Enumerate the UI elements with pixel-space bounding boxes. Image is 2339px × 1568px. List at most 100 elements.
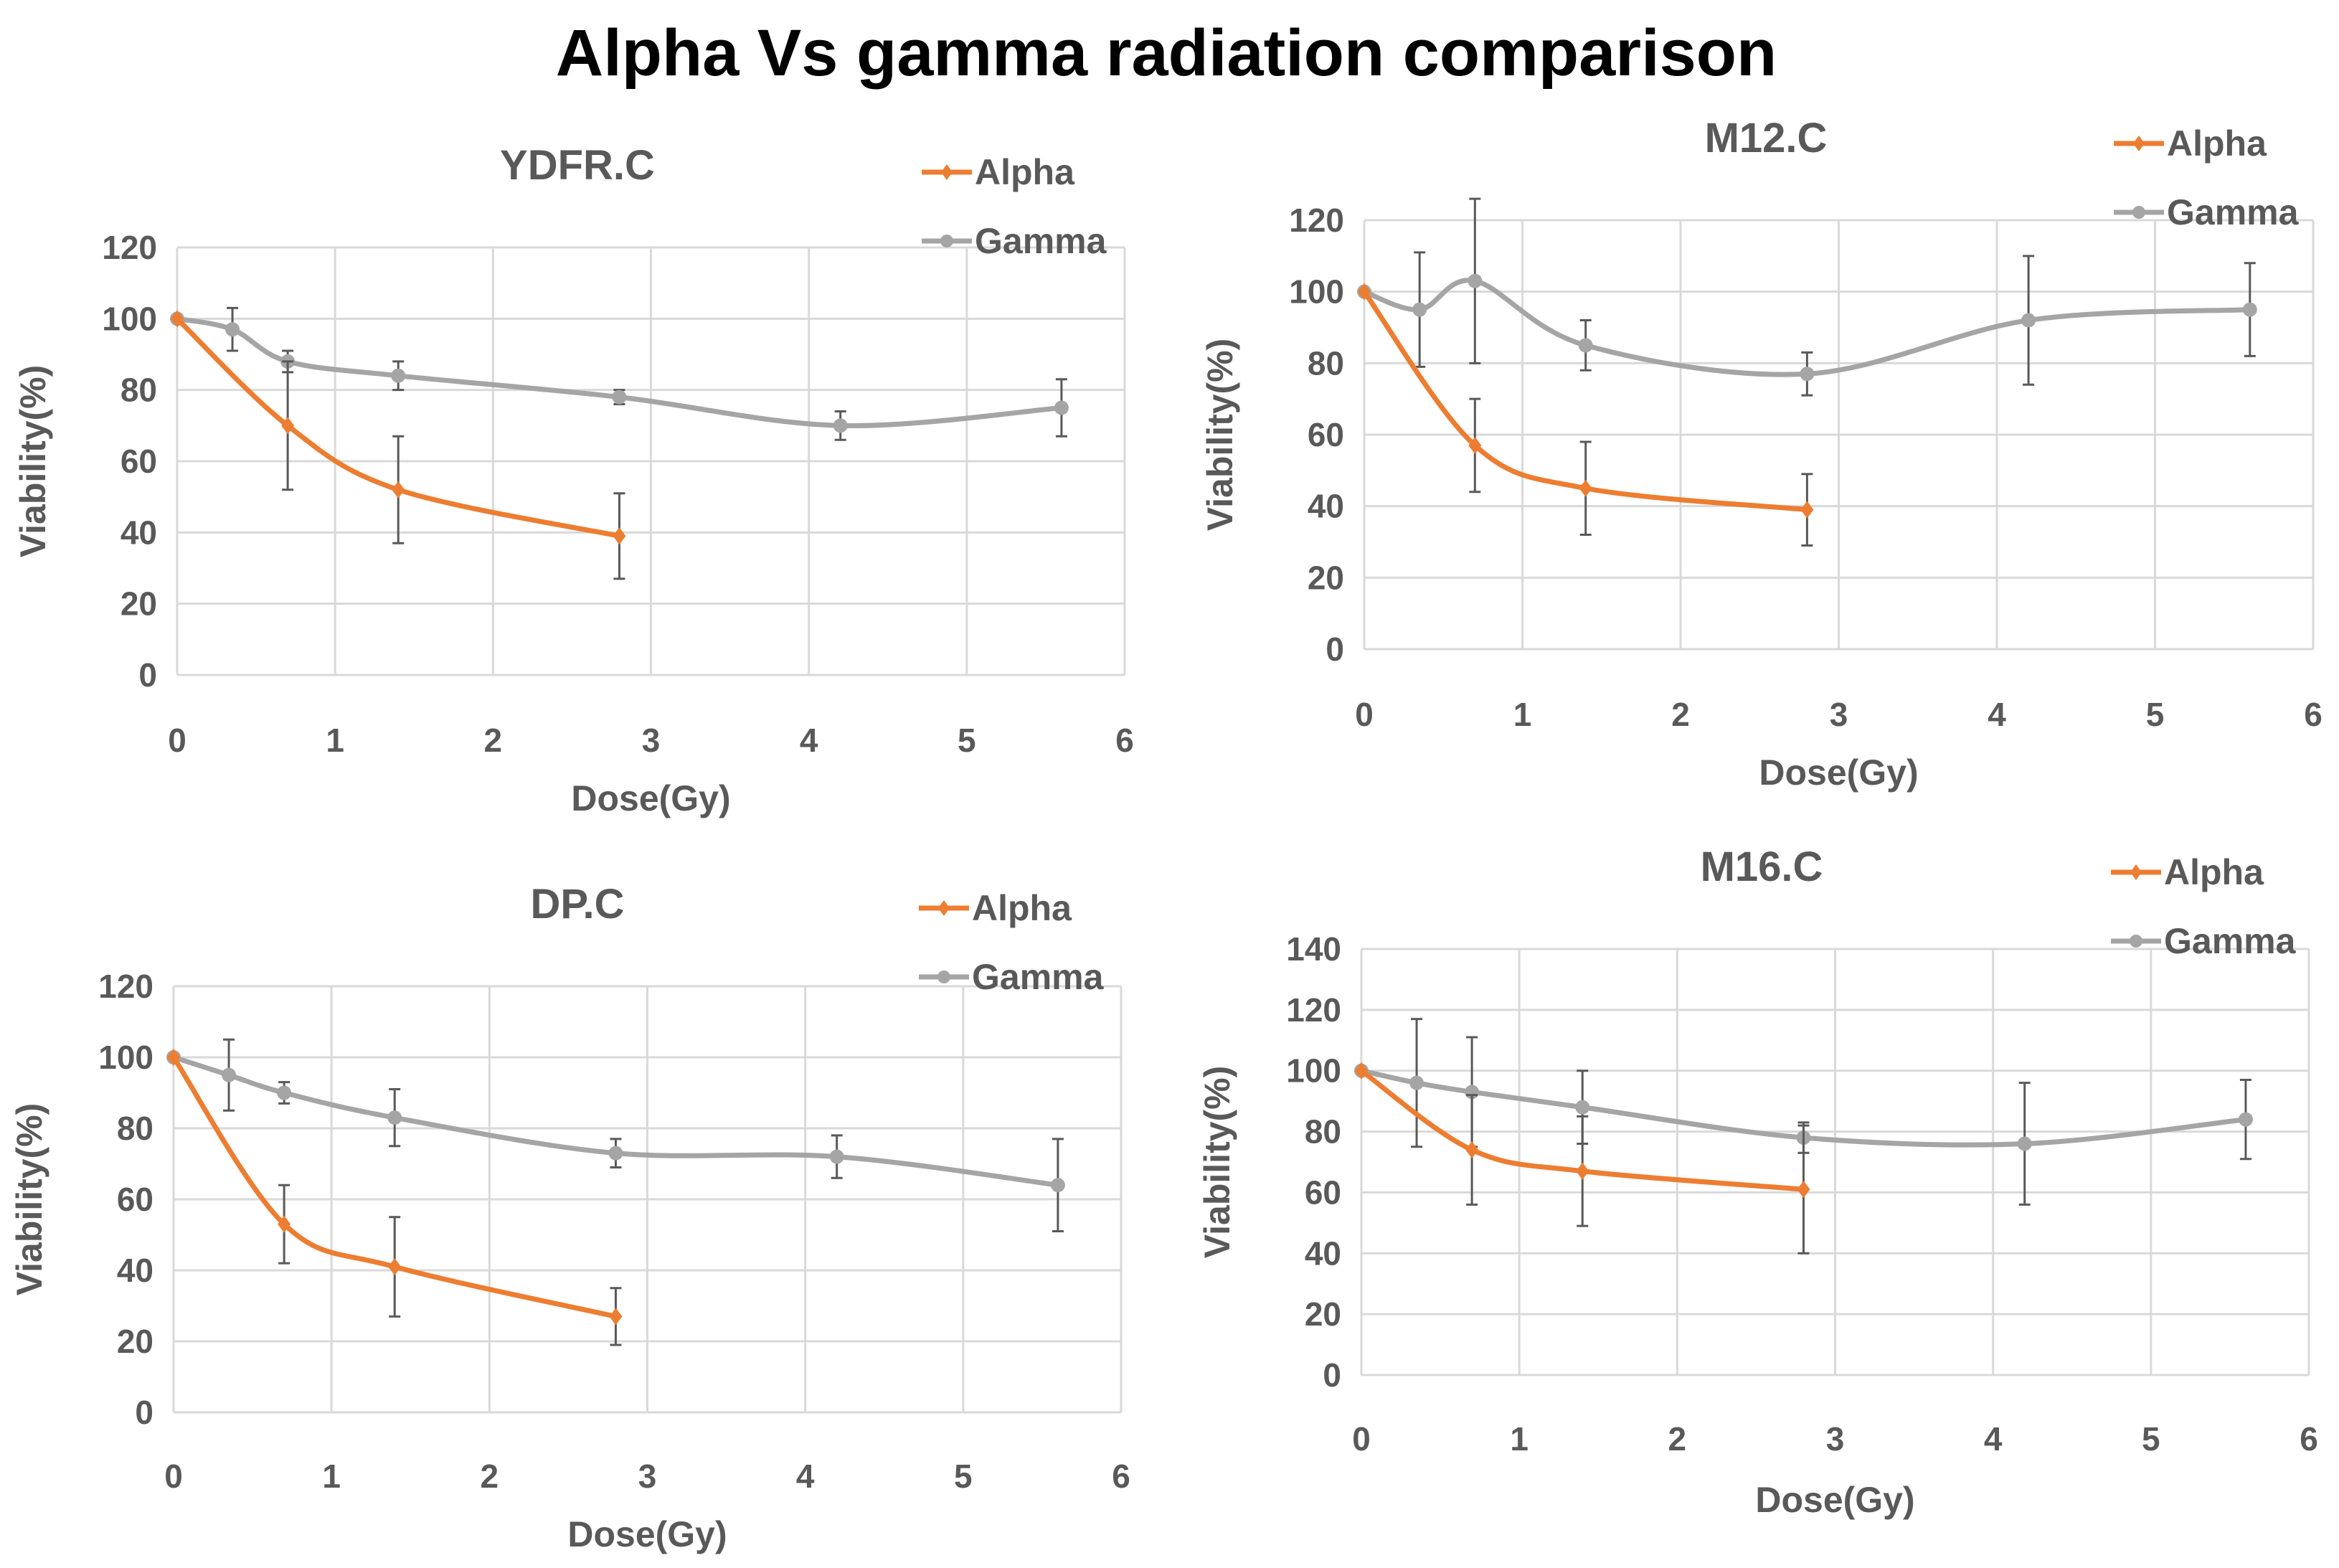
- series-line-gamma: [172, 1054, 1059, 1188]
- y-tick-label: 40: [1308, 488, 1344, 525]
- legend-item-alpha: Alpha: [2111, 852, 2264, 892]
- x-tick-label: 4: [1984, 1420, 2003, 1458]
- y-axis-label: Viability(%): [1200, 339, 1240, 532]
- data-point-alpha: [167, 1049, 180, 1066]
- data-point-alpha: [281, 417, 295, 435]
- chart-title: M16.C: [1701, 844, 1823, 890]
- series-line-alpha: [1359, 1068, 1804, 1192]
- y-tick-label: 60: [1305, 1173, 1341, 1211]
- x-tick-label: 3: [638, 1458, 657, 1495]
- x-tick-label: 3: [1826, 1420, 1845, 1458]
- x-tick-label: 0: [168, 722, 186, 759]
- x-axis-label: Dose(Gy): [567, 1514, 727, 1554]
- data-point-alpha: [609, 1308, 623, 1326]
- legend-label: Alpha: [975, 152, 1075, 192]
- data-point-alpha: [1355, 1062, 1368, 1080]
- x-tick-label: 1: [1510, 1420, 1528, 1458]
- data-point-gamma: [829, 1149, 844, 1164]
- data-point-alpha: [392, 481, 405, 499]
- series-line-alpha: [175, 316, 620, 539]
- data-point-alpha: [1797, 1181, 1810, 1199]
- data-point-gamma: [608, 1146, 623, 1161]
- chart-dp-c: 0 20 40 60 80 100 120 0 1 2 3 4 5 6 DP.C Dose(Gy) Viabil…: [9, 881, 1130, 1554]
- x-axis-label: Dose(Gy): [1759, 752, 1918, 793]
- y-tick-label: 20: [117, 1323, 153, 1360]
- chart-ydfr-c: 0 20 40 60 80 100 120 0 1 2 3 4 5 6 YDFR.C Dose(Gy) Viab…: [13, 142, 1134, 818]
- y-axis-label: Viability(%): [9, 1103, 49, 1296]
- data-point-alpha: [613, 527, 626, 545]
- chart-title: M12.C: [1705, 115, 1828, 161]
- x-tick-label: 0: [164, 1458, 183, 1495]
- y-tick-label: 0: [135, 1394, 153, 1431]
- y-tick-label: 100: [1289, 273, 1344, 311]
- x-tick-label: 2: [1671, 696, 1690, 733]
- legend-item-alpha: Alpha: [919, 888, 1072, 928]
- legend-label: Alpha: [2164, 852, 2264, 892]
- y-tick-label: 60: [121, 443, 157, 480]
- data-point-gamma: [2238, 1112, 2253, 1127]
- x-tick-label: 0: [1355, 696, 1374, 733]
- y-tick-label: 60: [1308, 416, 1344, 453]
- series-line-alpha: [171, 1056, 617, 1319]
- chart-title: DP.C: [530, 881, 624, 927]
- data-point-gamma: [391, 368, 406, 383]
- data-point-gamma: [1468, 273, 1483, 288]
- legend-marker: [2130, 864, 2142, 880]
- data-point-gamma: [2242, 302, 2257, 317]
- y-tick-label: 80: [121, 372, 157, 409]
- x-axis-label: Dose(Gy): [1755, 1480, 1914, 1520]
- x-tick-label: 4: [800, 722, 818, 759]
- data-point-gamma: [1409, 1075, 1424, 1090]
- x-tick-label: 6: [1115, 722, 1134, 759]
- y-tick-label: 140: [1286, 930, 1341, 968]
- y-tick-label: 80: [1305, 1113, 1341, 1151]
- x-tick-label: 3: [642, 722, 661, 759]
- legend-marker: [2132, 206, 2145, 219]
- x-tick-label: 5: [2142, 1420, 2160, 1458]
- y-tick-label: 80: [117, 1110, 153, 1147]
- x-tick-label: 6: [2304, 696, 2323, 733]
- data-point-gamma: [1575, 1100, 1590, 1115]
- data-point-gamma: [2017, 1136, 2032, 1151]
- y-tick-label: 100: [102, 300, 157, 337]
- x-tick-label: 6: [2300, 1420, 2318, 1458]
- data-point-alpha: [1579, 479, 1592, 497]
- legend-item-gamma: Gamma: [919, 957, 1105, 997]
- legend-item-alpha: Alpha: [2114, 123, 2267, 164]
- x-tick-label: 4: [1988, 696, 2006, 733]
- data-point-alpha: [1576, 1162, 1589, 1180]
- x-tick-label: 5: [954, 1458, 973, 1495]
- legend-label: Alpha: [2167, 123, 2267, 164]
- legend-label: Gamma: [2167, 192, 2300, 232]
- chart-title: YDFR.C: [500, 142, 655, 189]
- legend-marker: [938, 900, 950, 916]
- x-tick-label: 5: [2146, 696, 2165, 733]
- x-tick-label: 1: [326, 722, 344, 759]
- figure-title: Alpha Vs gamma radiation comparison: [556, 16, 1777, 90]
- data-point-gamma: [387, 1110, 402, 1125]
- legend-item-alpha: Alpha: [922, 152, 1075, 192]
- legend-marker: [941, 164, 953, 180]
- data-point-alpha: [1800, 501, 1814, 519]
- data-point-alpha: [278, 1215, 291, 1233]
- legend-label: Gamma: [2164, 921, 2297, 961]
- y-tick-label: 20: [121, 585, 157, 623]
- data-point-alpha: [388, 1258, 402, 1276]
- y-tick-label: 60: [117, 1181, 153, 1218]
- data-point-gamma: [2021, 313, 2036, 328]
- y-tick-label: 80: [1308, 344, 1344, 382]
- y-tick-label: 40: [1305, 1234, 1341, 1272]
- legend-item-gamma: Gamma: [2114, 192, 2300, 232]
- y-tick-label: 120: [98, 968, 153, 1005]
- legend-marker: [2130, 935, 2142, 948]
- data-point-alpha: [1468, 436, 1482, 454]
- legend-item-gamma: Gamma: [922, 221, 1107, 261]
- y-tick-label: 120: [102, 229, 157, 266]
- y-axis-label: Viability(%): [1197, 1066, 1237, 1259]
- legend-marker: [940, 235, 953, 247]
- data-point-alpha: [1465, 1141, 1479, 1159]
- y-tick-label: 0: [138, 656, 157, 694]
- legend-marker: [2133, 136, 2145, 151]
- data-point-gamma: [1050, 1178, 1065, 1193]
- y-tick-label: 120: [1286, 991, 1341, 1029]
